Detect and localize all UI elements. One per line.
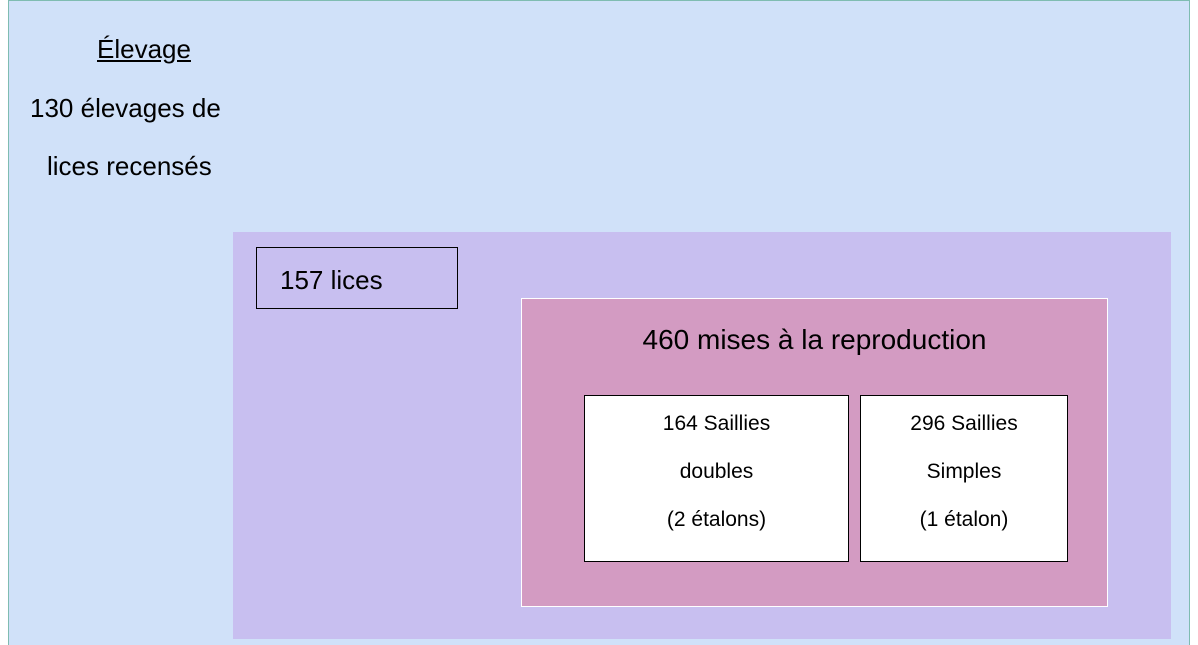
saillie-box: 164 Saillies doubles (2 étalons) <box>584 395 849 562</box>
box-line: (2 étalons) <box>666 508 767 531</box>
title: Élevage <box>97 34 191 64</box>
lices-label: 157 lices <box>256 247 458 309</box>
box-line: doubles <box>679 460 754 483</box>
subtitle-line: 130 élevages de <box>30 93 221 123</box>
box-line: 164 Saillies <box>662 412 771 435</box>
box-line: 296 Saillies <box>910 412 1018 435</box>
reproduction-title: 460 mises à la reproduction <box>642 324 987 355</box>
saillie-box: 296 Saillies Simples (1 étalon) <box>860 395 1068 562</box>
box-line: Simples <box>926 460 1002 483</box>
subtitle-line: lices recensés <box>47 151 212 181</box>
box-line: (1 étalon) <box>919 508 1009 531</box>
